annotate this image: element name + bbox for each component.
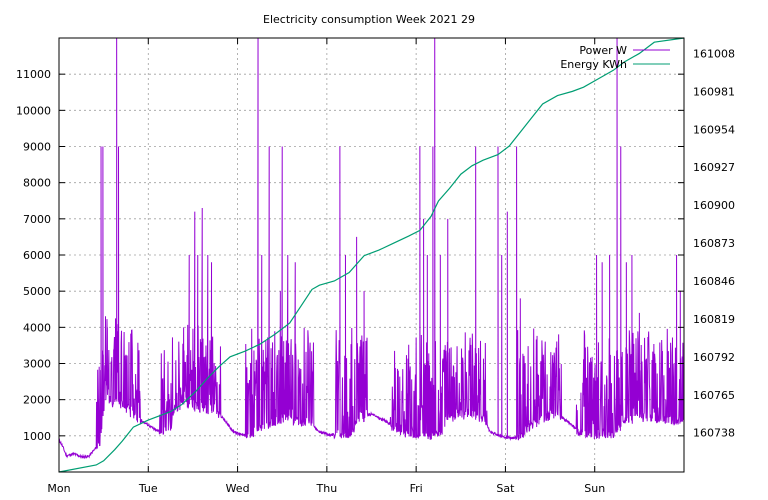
tick-label-y-right: 160819: [693, 313, 735, 326]
tick-label-x: Fri: [410, 482, 423, 495]
tick-label-y-left: 7000: [23, 213, 51, 226]
tick-label-y-left: 11000: [16, 68, 51, 81]
tick-label-y-left: 8000: [23, 177, 51, 190]
tick-label-y-left: 2000: [23, 394, 51, 407]
tick-label-y-right: 161008: [693, 47, 735, 60]
tick-label-x: Sat: [496, 482, 515, 495]
tick-label-y-left: 5000: [23, 285, 51, 298]
tick-label-y-right: 160738: [693, 427, 735, 440]
legend-label-power: Power W: [579, 44, 627, 57]
tick-label-x: Sun: [584, 482, 605, 495]
series-line-power: [58, 37, 685, 460]
series-energy: [58, 37, 685, 473]
tick-label-y-left: 10000: [16, 104, 51, 117]
series-power: [58, 37, 685, 460]
axis-ticks: 1000 2000 3000 4000 5000 6000 7000 8000 9000 1000…: [16, 38, 735, 495]
tick-label-y-left: 4000: [23, 321, 51, 334]
tick-label-y-left: 9000: [23, 141, 51, 154]
tick-label-y-left: 3000: [23, 358, 51, 371]
tick-label-x: Tue: [138, 482, 158, 495]
tick-label-y-right: 160981: [693, 85, 735, 98]
tick-label-y-right: 160765: [693, 389, 735, 402]
series-line-energy: [58, 37, 685, 473]
tick-label-y-right: 160846: [693, 275, 735, 288]
chart-title: Electricity consumption Week 2021 29: [263, 13, 475, 26]
tick-label-y-left: 6000: [23, 249, 51, 262]
tick-label-y-right: 160873: [693, 237, 735, 250]
tick-label-y-right: 160900: [693, 199, 735, 212]
legend: Power W Energy KWh: [560, 44, 670, 71]
tick-label-y-right: 160927: [693, 161, 735, 174]
tick-label-x: Mon: [47, 482, 70, 495]
tick-label-y-left: 1000: [23, 430, 51, 443]
tick-label-x: Wed: [226, 482, 250, 495]
tick-label-x: Thu: [316, 482, 338, 495]
tick-label-y-right: 160954: [693, 123, 735, 136]
grid: [59, 38, 684, 472]
legend-label-energy: Energy KWh: [560, 58, 627, 71]
tick-label-y-right: 160792: [693, 351, 735, 364]
